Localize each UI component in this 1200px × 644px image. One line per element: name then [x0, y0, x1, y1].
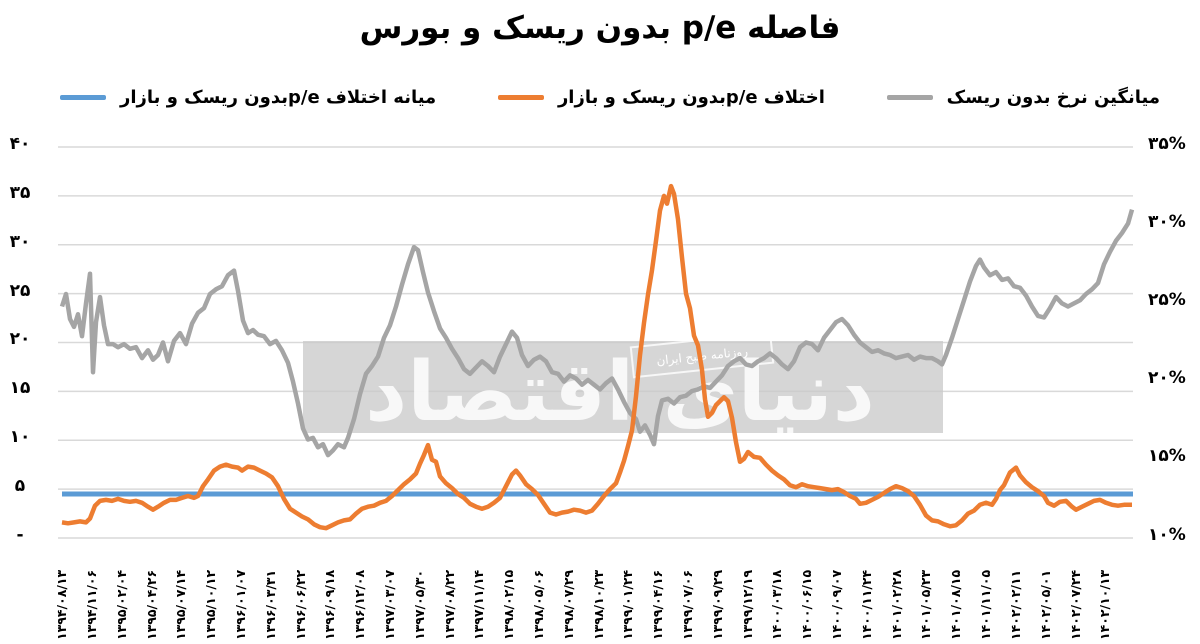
x-tick-label: ۱۳۹۴/۰۸/۱۳: [54, 569, 69, 640]
series-risk-free-rate: [59, 208, 1135, 458]
x-tick-label: ۱۳۹۷/۰۳/۰۷: [382, 569, 397, 640]
x-tick-label: ۱۴۰۱/۰۲/۲۸: [889, 569, 904, 640]
legend-swatch-blue: [60, 94, 107, 100]
x-tick-label: ۱۳۹۵/۱۰/۱۲: [203, 569, 218, 640]
right-tick: ۳۵%: [1148, 134, 1186, 154]
legend-swatch-gray: [886, 94, 933, 100]
x-tick-label: ۱۳۹۷/۰۸/۲۲: [442, 569, 457, 640]
x-tick-label: ۱۳۹۷/۱۱/۱۴: [471, 569, 486, 640]
x-tick-label: ۱۴۰۲/۰۲/۱۱: [1008, 569, 1023, 640]
left-tick: ۱۰: [9, 427, 31, 447]
x-tick-label: ۱۳۹۹/۰۴/۱۶: [650, 569, 665, 640]
right-tick: ۲۵%: [1148, 290, 1186, 310]
legend-swatch-orange: [497, 94, 544, 100]
x-tick-label: ۱۳۹۶/۰۳/۳۱: [263, 569, 278, 640]
x-tick-label: ۱۳۹۹/۰۹/۲۹: [710, 569, 725, 640]
x-tick-label: ۱۳۹۵/۰۲/۰۴: [114, 569, 129, 640]
x-tick-label: ۱۴۰۲/۰۷/۲۴: [1068, 569, 1083, 640]
legend-item-pe-gap-median: میانه اختلاف p/eبدون ریسک و بازار: [60, 87, 436, 108]
left-tick: -: [16, 525, 24, 545]
right-tick: ۲۰%: [1148, 368, 1186, 388]
x-tick-label: ۱۴۰۱/۱۱/۰۵: [978, 569, 993, 640]
x-tick-label: ۱۴۰۱/۰۵/۲۳: [918, 569, 933, 640]
x-tick-label: ۱۴۰۰/۰۶/۱۵: [799, 569, 814, 640]
x-tick-label: ۱۳۹۹/۰۱/۲۴: [620, 569, 635, 640]
legend-item-risk-free-rate: میانگین نرخ بدون ریسک: [886, 86, 1160, 108]
right-tick: ۱۰%: [1148, 525, 1186, 545]
right-tick: ۱۵%: [1148, 446, 1186, 466]
left-tick: ۴۰: [9, 134, 31, 154]
x-tick-label: ۱۴۰۲/۰۵/۰۱: [1038, 569, 1053, 640]
x-tick-label: ۱۳۹۴/۱۱/۰۶: [84, 569, 99, 640]
x-tick-label: ۱۳۹۶/۰۶/۲۲: [293, 569, 308, 640]
x-tick-label: ۱۳۹۷/۰۵/۳۰: [412, 569, 427, 640]
x-tick-label: ۱۳۹۵/۰۴/۲۶: [144, 569, 159, 640]
x-tick-label: ۱۴۰۰/۰۳/۱۸: [769, 569, 784, 640]
x-tick-label: ۱۴۰۰/۰۹/۰۷: [829, 569, 844, 640]
x-tick-label: ۱۳۹۸/۰۲/۱۵: [501, 569, 516, 640]
legend-item-pe-gap: اختلاف p/eبدون ریسک و بازار: [497, 86, 825, 108]
left-tick: ۲۰: [9, 329, 31, 349]
x-tick-label: ۱۴۰۱/۰۸/۱۵: [948, 569, 963, 640]
left-tick: ۵: [14, 476, 26, 496]
legend-label: میانگین نرخ بدون ریسک: [946, 86, 1160, 108]
watermark: روزنامه صبح ایران دنیای اقتصاد: [303, 331, 943, 440]
x-tick-label: ۱۳۹۹/۰۷/۰۶: [680, 569, 695, 640]
x-tick-label: ۱۳۹۵/۰۷/۱۴: [173, 569, 188, 640]
chart-legend: میانگین نرخ بدون ریسک اختلاف p/eبدون ریس…: [60, 82, 1160, 112]
x-tick-label: ۱۳۹۶/۰۱/۰۷: [233, 569, 248, 640]
legend-label: میانه اختلاف p/eبدون ریسک و بازار: [120, 86, 437, 108]
chart-title: فاصله p/e بدون ریسک و بورس: [359, 10, 841, 46]
x-tick-label: ۱۴۰۰/۱۱/۲۴: [859, 569, 874, 640]
legend-label: اختلاف p/eبدون ریسک و بازار: [557, 86, 825, 108]
x-tick-label: ۱۳۹۶/۱۲/۰۸: [352, 569, 367, 640]
x-tick-label: ۱۴۰۲/۱۰/۱۳: [1097, 569, 1112, 640]
x-tick-label: ۱۳۹۸/۰۵/۰۶: [531, 569, 546, 640]
left-tick: ۲۵: [9, 281, 31, 301]
right-tick: ۳۰%: [1148, 212, 1186, 232]
x-tick-label: ۱۳۹۸/۱۰/۲۳: [591, 569, 606, 640]
x-tick-label: ۱۳۹۸/۰۷/۲۹: [561, 569, 576, 640]
left-tick: ۱۵: [9, 378, 31, 398]
left-tick: ۳۰: [9, 232, 31, 252]
series-pe-gap: [61, 183, 1132, 531]
x-tick-label: ۱۳۹۶/۰۹/۱۸: [322, 569, 337, 640]
x-tick-label: ۱۳۹۹/۱۲/۱۹: [740, 569, 755, 640]
left-tick: ۳۵: [9, 183, 31, 203]
